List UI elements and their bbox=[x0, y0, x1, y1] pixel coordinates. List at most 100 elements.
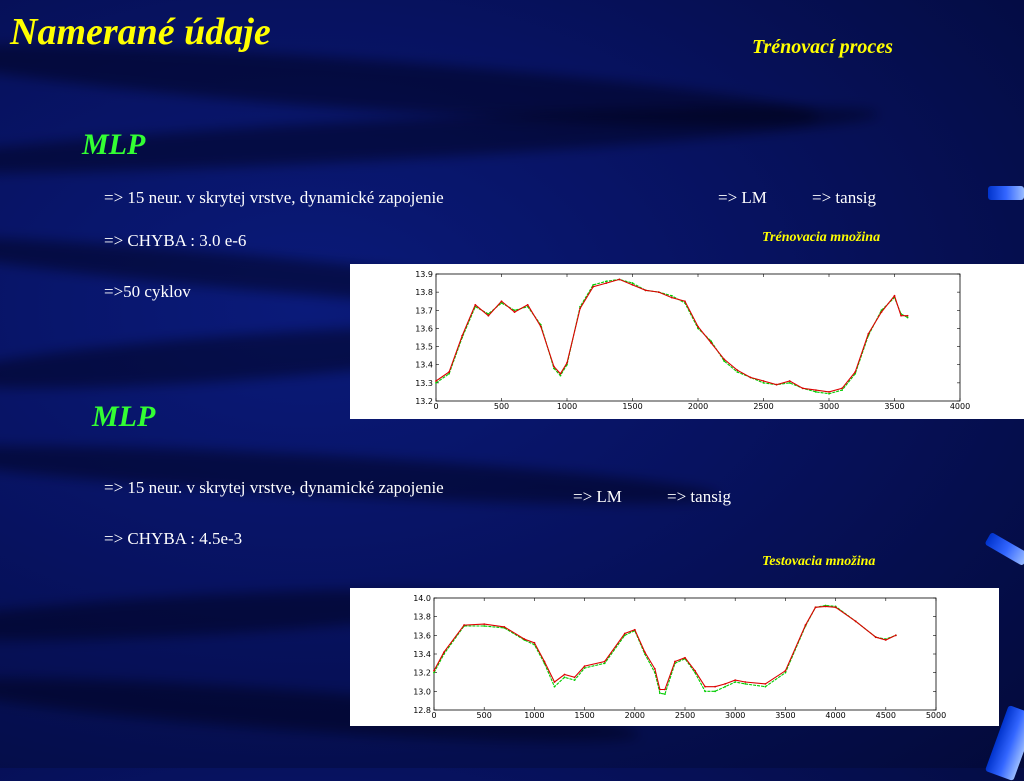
section1-error: => CHYBA : 3.0 e-6 bbox=[104, 231, 247, 250]
series-point bbox=[553, 365, 555, 368]
series-point bbox=[631, 282, 634, 284]
series-point bbox=[815, 389, 817, 392]
series-point bbox=[906, 316, 909, 319]
section1-tansig: => tansig bbox=[812, 188, 877, 207]
series-point bbox=[874, 636, 877, 639]
series-point bbox=[744, 681, 747, 683]
series-point bbox=[474, 303, 477, 306]
series-point bbox=[684, 656, 686, 659]
series-point bbox=[448, 372, 450, 375]
series-point bbox=[734, 679, 737, 682]
series-point bbox=[483, 623, 486, 626]
series-point bbox=[483, 625, 486, 627]
plot-frame bbox=[433, 597, 937, 711]
series-point bbox=[834, 606, 837, 609]
section1-heading: MLP bbox=[82, 128, 146, 161]
series-point bbox=[734, 681, 737, 683]
series-point bbox=[775, 383, 778, 386]
section2-config-line: => 15 neur. v skrytej vrstve, dynamické … bbox=[104, 478, 444, 497]
test-chart: 0 500 1000 1500 2000 2500 3000 3500 4000 4500 5000… bbox=[413, 594, 946, 720]
series-point bbox=[723, 358, 726, 361]
series-point bbox=[513, 309, 516, 312]
y-tick-label: 13.7 bbox=[415, 306, 433, 315]
section2-tansig: => tansig bbox=[667, 487, 732, 506]
section1-chart-caption: Trénovacia množina bbox=[762, 230, 881, 245]
x-tick-label: 2000 bbox=[688, 402, 708, 411]
series-point bbox=[801, 387, 804, 390]
series-point bbox=[710, 342, 712, 344]
x-tick-label: 3500 bbox=[884, 402, 904, 411]
series-point bbox=[657, 291, 660, 294]
y-tick-label: 13.6 bbox=[415, 324, 433, 333]
series-point bbox=[788, 381, 791, 384]
series-point bbox=[500, 300, 503, 303]
series-point bbox=[828, 391, 830, 393]
series-point bbox=[815, 391, 817, 393]
x-tick-label: 2500 bbox=[675, 711, 695, 720]
series-line-1 bbox=[433, 605, 897, 691]
series-point bbox=[643, 651, 646, 654]
series-point bbox=[563, 676, 566, 679]
series-point bbox=[664, 688, 666, 691]
series-point bbox=[736, 369, 739, 372]
x-tick-label: 4000 bbox=[950, 402, 970, 411]
y-tick-label: 13.4 bbox=[413, 650, 431, 659]
series-point bbox=[704, 690, 706, 693]
y-tick-label: 13.5 bbox=[415, 343, 433, 352]
x-tick-label: 4000 bbox=[825, 711, 845, 720]
training-chart-panel: 0 500 1000 1500 2000 2500 3000 3500 4000 13.2 13.3… bbox=[350, 264, 1024, 419]
series-point bbox=[433, 671, 435, 674]
series-point bbox=[841, 387, 843, 390]
y-tick-label: 14.0 bbox=[413, 594, 431, 603]
section2-lm: => LM bbox=[573, 487, 622, 506]
series-point bbox=[573, 676, 576, 679]
series-point bbox=[487, 313, 490, 315]
series-point bbox=[559, 374, 562, 377]
series-point bbox=[893, 294, 896, 297]
series-point bbox=[603, 662, 606, 665]
series-point bbox=[784, 671, 787, 674]
series-point bbox=[526, 303, 529, 306]
series-point bbox=[814, 606, 817, 609]
series-point bbox=[592, 285, 595, 288]
section2-error: => CHYBA : 4.5e-3 bbox=[104, 529, 243, 548]
series-point bbox=[714, 690, 717, 693]
series-point bbox=[435, 380, 437, 382]
section1-cycles: =>50 cyklov bbox=[104, 282, 191, 301]
x-tick-label: 3000 bbox=[819, 402, 839, 411]
series-point bbox=[762, 381, 765, 384]
series-point bbox=[543, 660, 546, 663]
y-tick-label: 13.8 bbox=[413, 613, 431, 622]
series-point bbox=[900, 314, 902, 317]
page-subtitle: Trénovací proces bbox=[752, 36, 893, 58]
series-point bbox=[603, 660, 606, 663]
series-point bbox=[583, 667, 586, 669]
series-point bbox=[583, 665, 586, 668]
series-point bbox=[448, 371, 450, 373]
x-tick-label: 3000 bbox=[725, 711, 745, 720]
series-point bbox=[487, 314, 490, 317]
x-tick-label: 2000 bbox=[625, 711, 645, 720]
series-point bbox=[573, 679, 576, 682]
series-point bbox=[513, 311, 516, 313]
series-point bbox=[605, 282, 608, 284]
series-point bbox=[533, 641, 536, 644]
y-tick-label: 13.2 bbox=[413, 669, 431, 678]
series-point bbox=[854, 620, 857, 623]
x-tick-label: 5000 bbox=[926, 711, 946, 720]
series-point bbox=[762, 380, 765, 382]
x-tick-label: 0 bbox=[433, 402, 438, 411]
training-chart: 0 500 1000 1500 2000 2500 3000 3500 4000 13.2 13.3… bbox=[415, 270, 970, 411]
x-tick-label: 500 bbox=[477, 711, 492, 720]
series-point bbox=[553, 367, 555, 370]
decorative-bar bbox=[988, 186, 1024, 200]
section1-lm: => LM bbox=[718, 188, 767, 207]
series-point bbox=[788, 380, 791, 382]
series-point bbox=[670, 294, 673, 297]
series-point bbox=[704, 685, 706, 688]
series-point bbox=[592, 283, 595, 286]
series-point bbox=[824, 605, 827, 608]
section2-chart-caption: Testovacia množina bbox=[762, 554, 876, 569]
series-point bbox=[894, 634, 897, 637]
series-point bbox=[463, 624, 466, 626]
